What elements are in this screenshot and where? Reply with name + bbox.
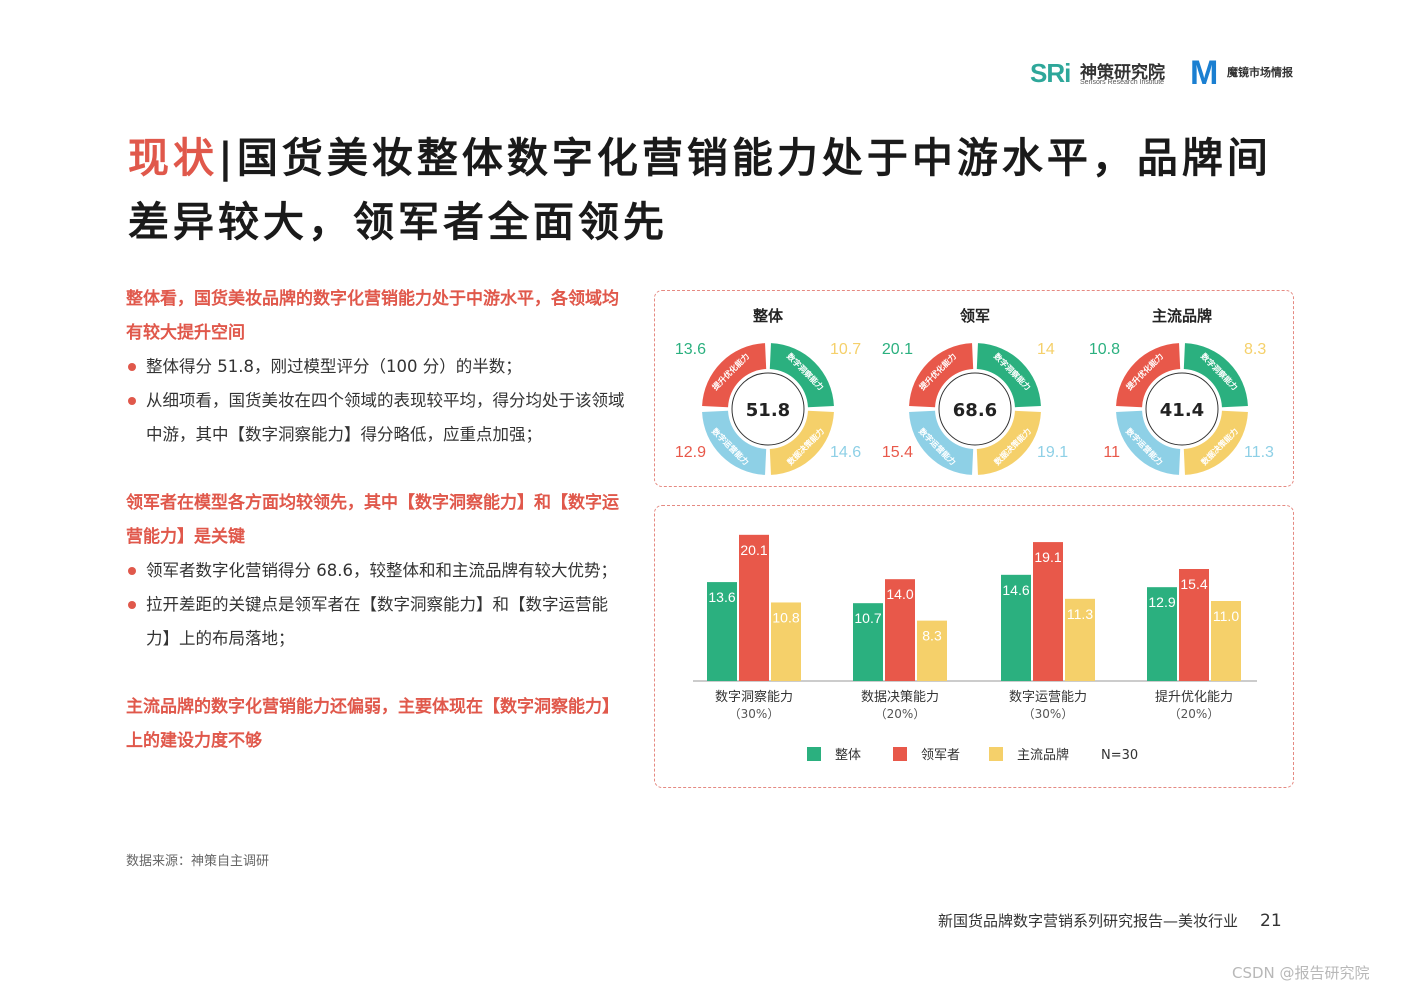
footer-report-title: 新国货品牌数字营销系列研究报告—美妆行业	[938, 912, 1239, 930]
bar-chart: 13.6 20.1 10.8 数字洞察能力 （30%） 10.7 14.0 8.3 数据决策能力…	[693, 534, 1257, 763]
donut-value-label: 14	[1037, 341, 1055, 358]
donut-center-ring	[731, 372, 805, 446]
bar	[1033, 542, 1063, 681]
mojing-logo-mark: M	[1190, 54, 1219, 92]
donut-segment	[1183, 410, 1248, 475]
donut-segment	[702, 410, 767, 475]
category-label: 数字运营能力	[1009, 690, 1087, 705]
donut-value-label: 10.8	[1089, 341, 1120, 358]
category-weight: （30%）	[1023, 707, 1074, 721]
donut-title: 整体	[753, 307, 784, 325]
donut-value-label: 19.1	[1037, 444, 1068, 461]
category-label: 数据决策能力	[861, 689, 939, 705]
donut-segment	[909, 410, 974, 475]
bar	[771, 602, 801, 681]
category-weight: （20%）	[875, 707, 926, 721]
donut-center-value: 41.4	[1160, 400, 1204, 421]
category-weight: （30%）	[729, 707, 780, 721]
title-accent: 现状	[128, 134, 218, 182]
section1-bullet-1: 整体得分 51.8，刚过模型评分（100 分）的半数；	[126, 350, 626, 384]
donut-title: 主流品牌	[1152, 307, 1212, 325]
sri-logo-name: 神策研究院	[1080, 63, 1165, 83]
donut-center-ring	[1145, 372, 1219, 446]
donut-value-label: 11	[1103, 444, 1120, 461]
legend-swatch	[893, 747, 907, 761]
section1-bullet-2: 从细项看，国货美妆在四个领域的表现较平均，得分均处于该领域中游，其中【数字洞察能…	[126, 384, 626, 452]
category-label: 提升优化能力	[1155, 689, 1233, 705]
donut-value-label: 8.3	[1244, 341, 1266, 358]
legend-label: 领军者	[921, 748, 960, 763]
bar-value-label: 12.9	[1148, 594, 1175, 610]
legend-label: 主流品牌	[1017, 747, 1069, 763]
sri-logo-mark: SRi	[1030, 58, 1071, 88]
section2-bullet-2: 拉开差距的关键点是领军者在【数字洞察能力】和【数字运营能力】上的布局落地；	[126, 588, 626, 656]
donut-segment	[909, 343, 974, 408]
donut-chart-panel: 整体 数字洞察能力 数据决策能力 数字运营能力 提升优化能力 51.8 13.6 10.7 14…	[654, 290, 1294, 487]
page-title: 现状|国货美妆整体数字化营销能力处于中游水平，品牌间差异较大，领军者全面领先	[128, 126, 1308, 254]
legend-label: 整体	[835, 748, 861, 763]
legend-swatch	[989, 747, 1003, 761]
bar-value-label: 11.3	[1067, 606, 1093, 622]
bar-value-label: 15.4	[1180, 576, 1207, 592]
bar-value-label: 10.7	[854, 610, 881, 626]
bar-value-label: 13.6	[708, 589, 735, 605]
section3-headline: 主流品牌的数字化营销能力还偏弱，主要体现在【数字洞察能力】上的建设力度不够	[126, 697, 619, 751]
donut-segment	[769, 410, 834, 475]
donut-value-label: 12.9	[675, 444, 706, 461]
bar	[1211, 601, 1241, 681]
data-source: 数据来源：神策自主调研	[126, 854, 270, 869]
donut-segment	[976, 410, 1041, 475]
donut-center-value: 51.8	[746, 400, 790, 421]
bar-value-label: 19.1	[1034, 549, 1061, 565]
donut-center-ring	[938, 372, 1012, 446]
donut-segment	[769, 343, 834, 408]
bar-value-label: 20.1	[740, 542, 767, 558]
bar-value-label: 8.3	[922, 628, 942, 644]
legend-sample-size: N=30	[1101, 748, 1138, 763]
category-label: 数字洞察能力	[715, 690, 793, 705]
donut-segment	[702, 343, 767, 408]
bar-value-label: 10.8	[772, 609, 799, 625]
page-number: 21	[1260, 911, 1282, 931]
bar-value-label: 14.6	[1002, 582, 1029, 598]
analysis-text: 整体看，国货美妆品牌的数字化营销能力处于中游水平，各领域均有较大提升空间 整体得…	[126, 282, 626, 758]
donut-value-label: 14.6	[830, 444, 861, 461]
donut-segment	[1116, 343, 1181, 408]
bar	[917, 620, 947, 681]
mojing-logo-name: 魔镜市场情报	[1227, 66, 1293, 79]
bar	[739, 534, 769, 681]
donut-value-label: 15.4	[882, 444, 913, 461]
bar	[1001, 574, 1031, 681]
watermark: CSDN @报告研究院	[1232, 964, 1370, 982]
bar-value-label: 14.0	[886, 586, 913, 602]
donut-value-label: 20.1	[882, 341, 913, 358]
donut-value-label: 11.3	[1244, 444, 1274, 461]
donut-segment	[1183, 343, 1248, 408]
legend-swatch	[807, 747, 821, 761]
bar	[1179, 569, 1209, 681]
bar-chart-panel: 13.6 20.1 10.8 数字洞察能力 （30%） 10.7 14.0 8.3 数据决策能力…	[654, 505, 1294, 788]
bar	[853, 603, 883, 681]
donut-value-label: 10.7	[830, 341, 861, 358]
donut-center-value: 68.6	[953, 400, 997, 421]
bar	[885, 579, 915, 681]
donut-value-label: 13.6	[675, 341, 706, 358]
section2-headline: 领军者在模型各方面均较领先，其中【数字洞察能力】和【数字运营能力】是关键	[126, 493, 619, 547]
header-logos: SRi 神策研究院 Sensors Research Institute M 魔…	[1030, 54, 1310, 94]
title-text: 国货美妆整体数字化营销能力处于中游水平，品牌间差异较大，领军者全面领先	[128, 134, 1272, 246]
bar-value-label: 11.0	[1213, 608, 1239, 624]
section1-headline: 整体看，国货美妆品牌的数字化营销能力处于中游水平，各领域均有较大提升空间	[126, 289, 619, 343]
donut-title: 领军	[959, 307, 990, 325]
donut-segment	[1116, 410, 1181, 475]
title-separator: |	[218, 134, 237, 182]
bar	[1147, 587, 1177, 681]
footer: 新国货品牌数字营销系列研究报告—美妆行业 21	[938, 910, 1282, 931]
bar	[707, 582, 737, 681]
section2-bullet-1: 领军者数字化营销得分 68.6，较整体和和主流品牌有较大优势；	[126, 554, 626, 588]
sri-logo-subtitle: Sensors Research Institute	[1080, 79, 1165, 86]
donut-segment	[976, 343, 1041, 408]
bar	[1065, 598, 1095, 681]
category-weight: （20%）	[1169, 707, 1220, 721]
